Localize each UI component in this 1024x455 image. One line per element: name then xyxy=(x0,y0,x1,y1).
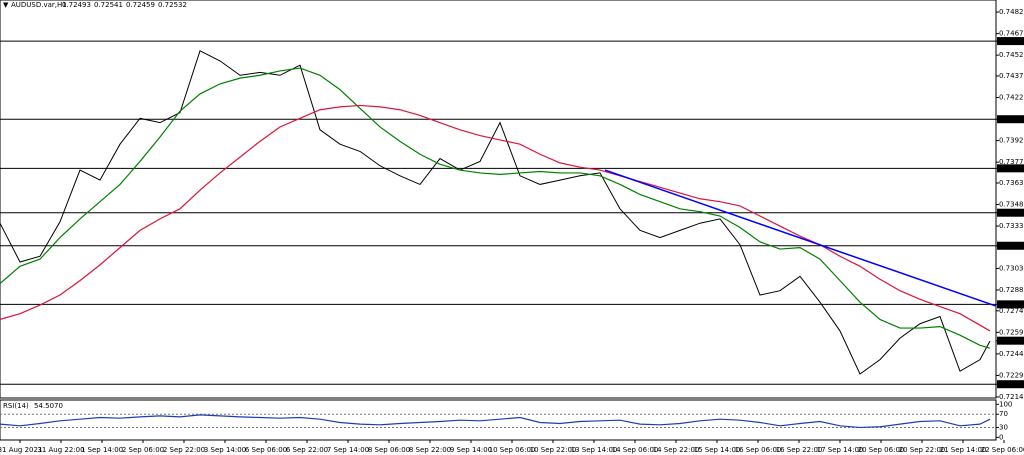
x-tick-label: 7 Sep 14:00 xyxy=(327,446,369,454)
y-tick-label: 0.72885 xyxy=(999,286,1024,294)
x-tick-label: 9 Sep 14:00 xyxy=(450,446,492,454)
y-tick-highlight xyxy=(997,336,1024,345)
ohlc-value: 0.72459 xyxy=(126,1,155,9)
y-tick-label: 100 xyxy=(999,400,1012,408)
y-tick-label: 0.73035 xyxy=(999,264,1024,272)
ohlc-value: 0.72493 xyxy=(62,1,91,9)
x-tick-label: 13 Sep 14:00 xyxy=(571,446,618,454)
y-tick-label: 0.72229 xyxy=(999,380,1024,388)
x-tick-label: 31 Aug 22:00 xyxy=(37,446,84,454)
x-tick-label: 16 Sep 22:00 xyxy=(776,446,823,454)
y-tick-label: 0.73732 xyxy=(999,164,1024,172)
series-line xyxy=(0,67,991,349)
x-tick-label: 17 Sep 14:00 xyxy=(817,446,864,454)
y-tick-highlight xyxy=(997,208,1024,217)
y-tick-label: 0.74074 xyxy=(999,115,1024,123)
x-tick-label: 10 Sep 22:00 xyxy=(530,446,577,454)
series-line xyxy=(0,104,991,332)
y-tick-label: 0.72140 xyxy=(999,393,1024,401)
ohlc-value: 0.72541 xyxy=(94,1,123,9)
x-tick-label: 3 Sep 14:00 xyxy=(204,446,246,454)
y-tick-label: 0.74225 xyxy=(999,94,1024,102)
x-tick-label: 6 Sep 22:00 xyxy=(286,446,328,454)
y-tick-highlight xyxy=(997,37,1024,46)
y-tick-highlight xyxy=(997,380,1024,389)
symbol: AUDUSD.var,H1 xyxy=(11,1,67,9)
y-tick-label: 0 xyxy=(999,433,1003,441)
x-tick-label: 6 Sep 06:00 xyxy=(245,446,287,454)
y-tick-label: 0.73193 xyxy=(999,242,1024,250)
x-tick-label: 14 Sep 06:00 xyxy=(612,446,659,454)
x-tick-label: 2 Sep 06:00 xyxy=(122,446,164,454)
y-tick-label: 30 xyxy=(999,423,1008,431)
trend-line xyxy=(604,169,997,307)
x-tick-label: 8 Sep 22:00 xyxy=(409,446,451,454)
x-tick-label: 20 Sep 06:00 xyxy=(858,446,905,454)
y-tick-label: 0.73423 xyxy=(999,209,1024,217)
x-tick-label: 31 Aug 2021 xyxy=(0,446,42,454)
x-tick-label: 8 Sep 06:00 xyxy=(368,446,410,454)
x-tick-label: 15 Sep 14:00 xyxy=(694,446,741,454)
y-tick-label: 0.73925 xyxy=(999,137,1024,145)
ohlc-value: 0.72532 xyxy=(158,1,187,9)
x-tick-label: 22 Sep 06:00 xyxy=(981,446,1024,454)
x-tick-label: 21 Sep 14:00 xyxy=(940,446,987,454)
y-tick-label: 0.74375 xyxy=(999,72,1024,80)
price-panel xyxy=(0,0,997,399)
series-line xyxy=(0,50,991,375)
y-tick-label: 0.72785 xyxy=(999,300,1024,308)
dropdown-arrow: ▼ xyxy=(3,1,9,9)
x-tick-label: 14 Sep 22:00 xyxy=(653,446,700,454)
header: ▼ AUDUSD.var,H1 xyxy=(3,1,67,9)
x-tick-label: 10 Sep 06:00 xyxy=(489,446,536,454)
y-tick-highlight xyxy=(997,241,1024,250)
y-tick-label: 0.74618 xyxy=(999,37,1024,45)
x-tick-label: 16 Sep 06:00 xyxy=(735,446,782,454)
y-tick-highlight xyxy=(997,300,1024,309)
rsi-value: 54.5070 xyxy=(34,402,63,410)
y-tick-highlight xyxy=(997,164,1024,173)
y-tick-label: 70 xyxy=(999,410,1008,418)
x-tick-label: 1 Sep 14:00 xyxy=(81,446,123,454)
x-tick-label: 2 Sep 22:00 xyxy=(163,446,205,454)
y-tick-label: 0.72532 xyxy=(999,337,1024,345)
x-tick-label: 20 Sep 22:00 xyxy=(899,446,946,454)
series-line xyxy=(0,414,991,429)
y-tick-highlight xyxy=(997,115,1024,124)
y-tick-label: 0.73775 xyxy=(999,158,1024,166)
rsi-panel xyxy=(0,399,997,441)
rsi-title: RSI(14) xyxy=(3,402,29,410)
